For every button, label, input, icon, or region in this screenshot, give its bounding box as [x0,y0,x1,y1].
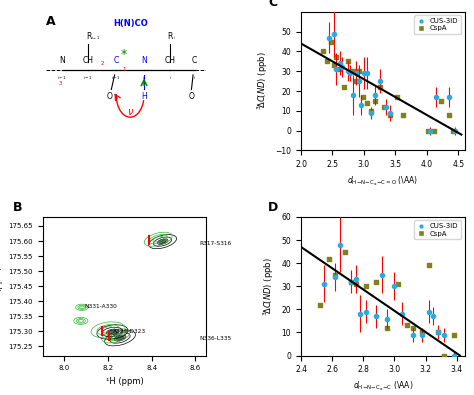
Text: A324-D323: A324-D323 [113,329,146,334]
Point [376,84,383,90]
Point [425,262,432,269]
Text: R317-S316: R317-S316 [200,241,232,246]
Text: $_{i}$: $_{i}$ [173,35,176,42]
Point [340,84,347,90]
Point [372,278,380,285]
Y-axis label: ¹³C (ppm): ¹³C (ppm) [0,266,3,307]
Text: N: N [59,56,65,65]
Text: H: H [141,92,147,101]
Point [437,98,445,104]
Point [336,66,344,72]
Text: N331-A330: N331-A330 [84,304,117,308]
Text: $_{i}$: $_{i}$ [143,75,146,82]
Text: D: D [268,201,279,214]
Point [363,283,370,290]
Point [363,100,371,106]
Point [319,48,327,55]
Point [368,108,375,114]
Point [347,278,355,285]
Text: $_{i-1}$: $_{i-1}$ [83,75,93,82]
Text: $\nu$: $\nu$ [127,107,134,117]
Text: CH: CH [164,56,176,65]
Point [393,94,401,100]
Point [403,322,410,329]
Text: C: C [192,56,197,65]
Text: *: * [120,48,127,61]
Text: CH: CH [83,56,94,65]
Text: $_{i-1}$: $_{i-1}$ [111,75,121,82]
Point [328,38,335,45]
Ellipse shape [116,336,124,340]
Point [386,112,394,118]
Point [331,271,339,278]
Text: C: C [114,56,119,65]
Point [352,281,359,287]
Point [325,255,333,261]
Text: 2: 2 [100,60,104,66]
Legend: CUS-3iD, CspA: CUS-3iD, CspA [414,220,461,239]
Text: N: N [141,56,147,65]
Text: $_{i-1}$: $_{i-1}$ [57,75,67,82]
Point [410,325,417,331]
Point [380,104,388,110]
Text: C: C [268,0,277,9]
Legend: CUS-3iD, CspA: CUS-3iD, CspA [414,15,461,34]
Point [434,329,442,336]
Point [332,54,339,60]
Text: $_{i-1}$: $_{i-1}$ [91,35,100,42]
Point [341,248,348,255]
Point [445,112,453,118]
Point [399,112,407,118]
Text: O: O [107,92,113,101]
Text: $_{i}$: $_{i}$ [193,75,196,82]
Point [394,281,401,287]
Y-axis label: $^3\!\Delta C\!(ND)$ (ppb): $^3\!\Delta C\!(ND)$ (ppb) [255,52,270,111]
Point [349,68,356,74]
Point [359,94,366,100]
Text: O: O [189,92,194,101]
Text: 3: 3 [59,81,63,87]
Text: $_{i}$: $_{i}$ [169,75,172,82]
Text: N336-L335: N336-L335 [200,335,232,340]
Point [353,78,360,84]
Point [430,128,438,134]
Text: H(N)CO: H(N)CO [113,19,147,28]
Text: R: R [167,32,173,41]
Point [424,128,432,134]
Point [324,58,331,64]
Point [345,58,352,64]
Text: R: R [86,32,91,41]
Ellipse shape [108,330,117,334]
Text: 1: 1 [123,67,126,72]
Point [355,68,363,74]
Point [372,98,379,104]
X-axis label: ¹H (ppm): ¹H (ppm) [106,377,143,386]
Point [449,128,457,134]
Text: B: B [13,201,23,214]
X-axis label: $d_\mathrm{H\!-\!N\!-\!C_\alpha\!-\!C}$ (\AA): $d_\mathrm{H\!-\!N\!-\!C_\alpha\!-\!C}$ … [353,380,413,393]
Point [316,301,323,308]
Ellipse shape [159,240,166,243]
Point [330,62,337,68]
Point [383,325,391,331]
Point [419,329,426,336]
Y-axis label: $^3\!\Delta C\!(ND)$ (ppb): $^3\!\Delta C\!(ND)$ (ppb) [262,257,276,316]
Point [440,352,448,359]
Text: A: A [46,15,55,28]
Point [450,331,457,338]
X-axis label: $d_\mathrm{H\!-\!N\!-\!C_\alpha\!-\!C=O}$ (\AA): $d_\mathrm{H\!-\!N\!-\!C_\alpha\!-\!C=O}… [347,175,419,188]
